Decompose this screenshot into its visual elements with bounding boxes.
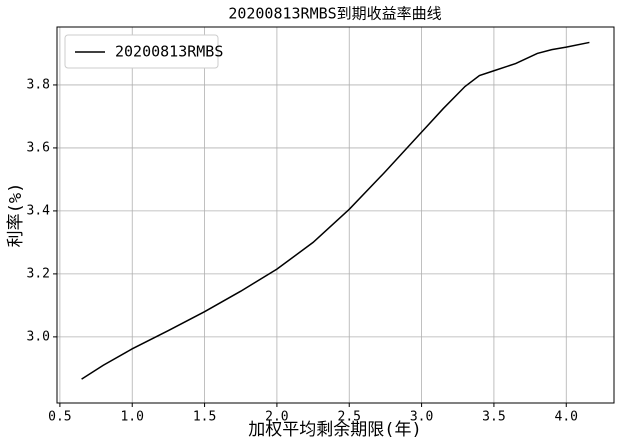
y-tick-label: 3.0 (27, 329, 50, 344)
y-tick-label: 3.4 (27, 203, 51, 218)
x-tick-label: 3.5 (482, 410, 505, 425)
chart-title: 20200813RMBS到期收益率曲线 (228, 5, 441, 23)
x-tick-label: 0.5 (48, 410, 71, 425)
line (81, 41, 590, 380)
y-axis-label: 利率(%) (6, 183, 26, 248)
x-tick-label: 1.5 (193, 410, 216, 425)
x-tick-label: 2.5 (338, 410, 361, 425)
x-tick-label: 3.0 (410, 410, 433, 425)
y-tick-label: 3.2 (27, 266, 50, 281)
legend-box (64, 34, 219, 69)
x-tick-label: 2.0 (265, 410, 288, 425)
x-tick-label: 4.0 (555, 410, 578, 425)
x-axis-label: 加权平均剩余期限(年) (248, 420, 421, 440)
x-tick-label: 1.0 (120, 410, 143, 425)
y-tick-label: 3.8 (27, 77, 50, 92)
y-tick-label: 3.6 (27, 140, 50, 155)
legend-label: 20200813RMBS (115, 43, 223, 61)
plot-frame (56, 26, 615, 404)
